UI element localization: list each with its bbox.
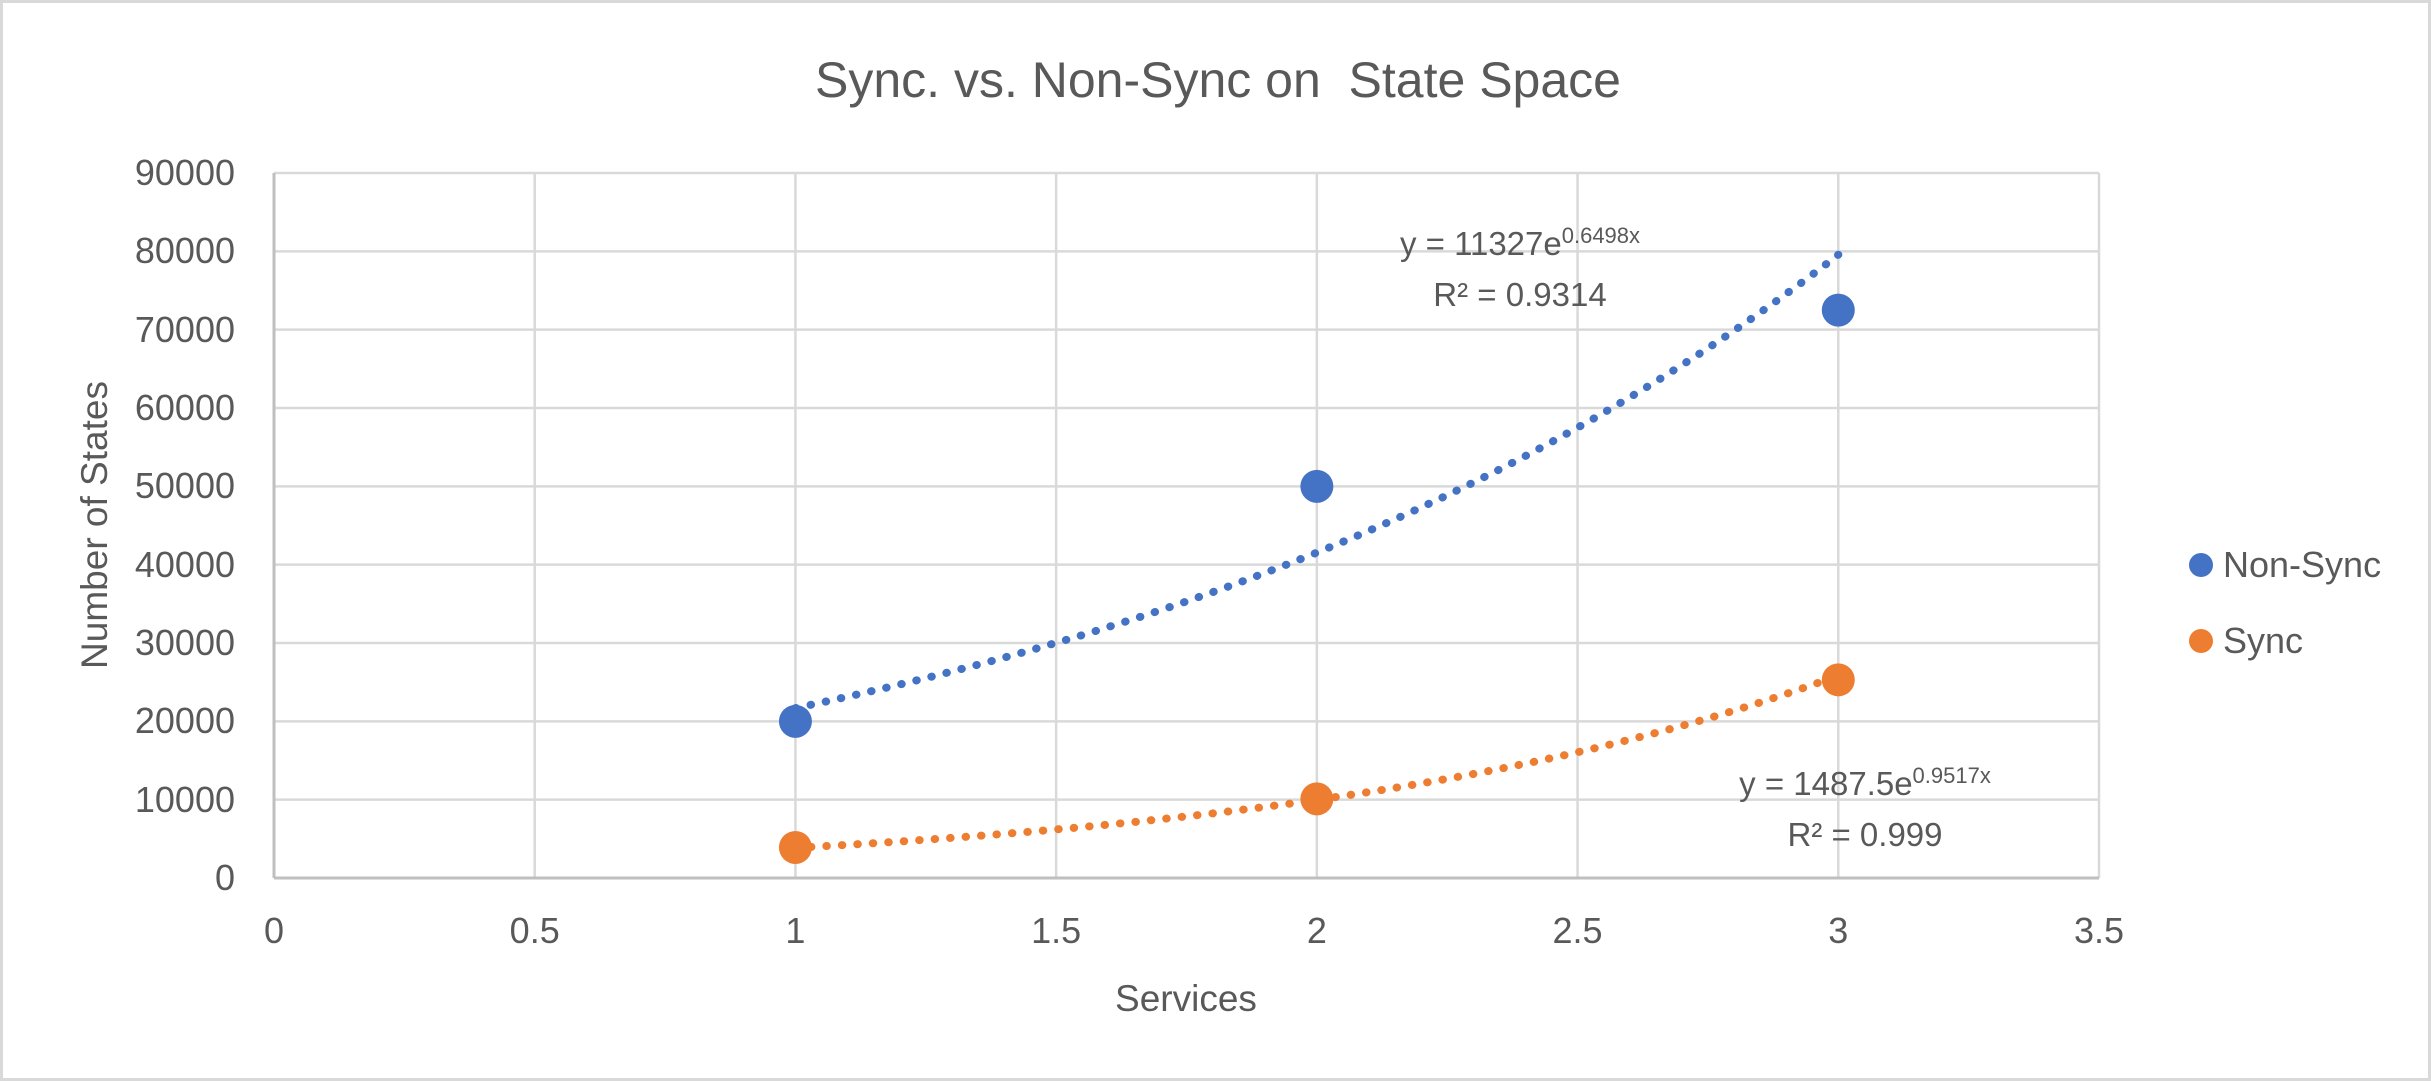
y-axis-title: Number of States (74, 381, 115, 669)
x-tick-label: 2.5 (1552, 910, 1603, 951)
equation-exponent: 0.9517x (1912, 763, 1991, 788)
trendline-equation-non-sync: y = 11327e0.6498x R² = 0.9314 (1400, 210, 1640, 320)
x-tick-label: 3.5 (2073, 910, 2125, 951)
equation-line: y = 1487.5e0.9517x (1739, 750, 1991, 809)
legend-item-sync: Sync (2189, 619, 2381, 663)
y-tick-label: 0 (214, 857, 235, 898)
data-point-sync (1300, 782, 1334, 816)
data-point-sync (1821, 663, 1855, 697)
x-tick-label: 0 (263, 910, 285, 951)
x-tick-label: 3 (1828, 910, 1849, 951)
y-tick-label: 40000 (134, 543, 235, 585)
equation-line: y = 11327e0.6498x (1400, 210, 1640, 269)
equation-exponent: 0.6498x (1561, 223, 1641, 248)
legend-marker-icon (2189, 553, 2213, 577)
y-tick-label: 70000 (134, 308, 235, 350)
y-tick-label: 50000 (134, 465, 235, 507)
y-tick-label: 30000 (134, 622, 235, 663)
chart-legend: Non-Sync Sync (2189, 543, 2381, 695)
legend-label: Sync (2223, 620, 2304, 661)
y-tick-label: 20000 (134, 700, 235, 742)
y-tick-label: 10000 (134, 778, 235, 820)
legend-marker-icon (2189, 629, 2213, 653)
trendline-non-sync (791, 250, 1843, 713)
legend-item-non-sync: Non-Sync (2189, 543, 2381, 587)
legend-label: Non-Sync (2223, 544, 2382, 585)
data-point-non-sync (778, 704, 812, 738)
chart-title: Sync. vs. Non-Sync on State Space (815, 52, 1621, 108)
x-tick-label: 1.5 (1031, 910, 1082, 951)
x-tick-label: 2 (1306, 910, 1327, 951)
y-tick-label: 90000 (134, 152, 235, 193)
equation-base: y = 11327e (1399, 225, 1562, 262)
trendline-equation-sync: y = 1487.5e0.9517x R² = 0.999 (1739, 750, 1991, 860)
data-point-non-sync (1300, 469, 1334, 503)
x-tick-label: 1 (785, 910, 806, 951)
y-tick-label: 80000 (134, 230, 235, 272)
equation-base: y = 1487.5e (1739, 765, 1913, 802)
data-point-non-sync (1821, 293, 1855, 327)
equation-r2: R² = 0.9314 (1433, 276, 1607, 313)
x-axis-title: Services (1115, 978, 1257, 1019)
data-point-sync (778, 830, 812, 864)
equation-r2: R² = 0.999 (1787, 816, 1943, 853)
y-tick-label: 60000 (134, 387, 235, 428)
plot-area (272, 171, 2101, 880)
x-tick-label: 0.5 (509, 910, 560, 951)
